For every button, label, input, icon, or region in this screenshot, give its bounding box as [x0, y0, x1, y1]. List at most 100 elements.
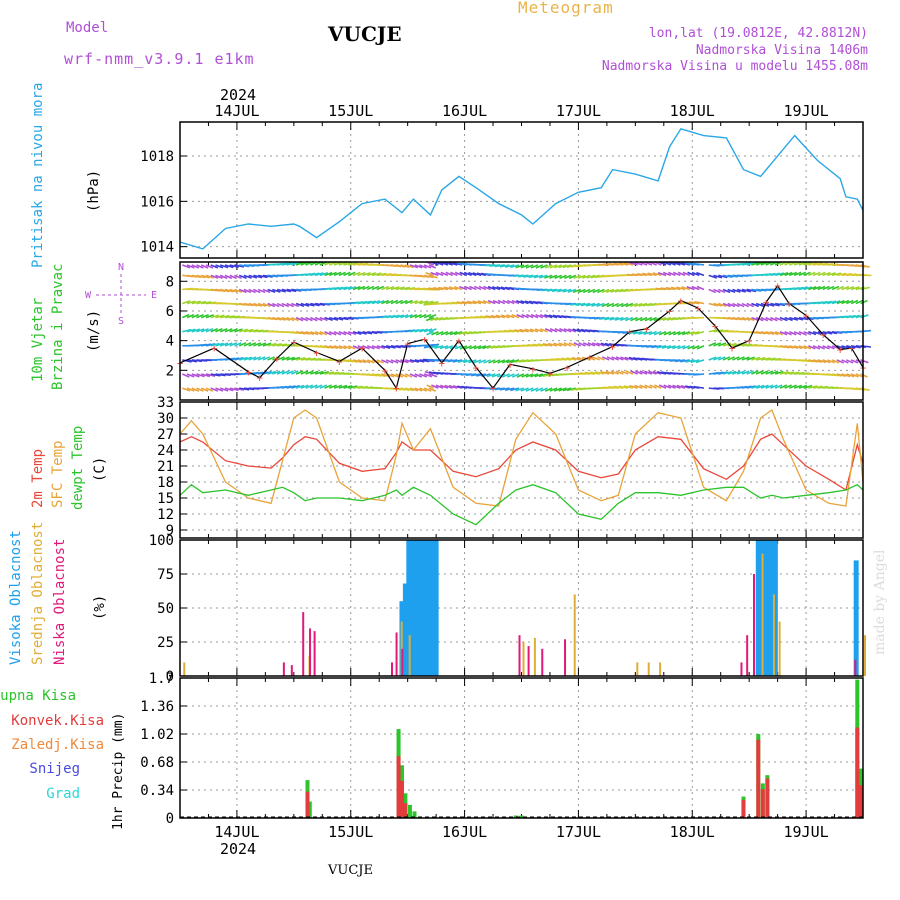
wind-arrow: [798, 271, 807, 277]
wind-arrow: [793, 331, 802, 336]
wind-arrow: [850, 359, 859, 364]
wind-arrow: [229, 288, 239, 293]
wind-arrow: [568, 342, 577, 347]
wind-arrow: [677, 345, 686, 350]
wind-arrow: [576, 328, 586, 333]
compass-s: S: [118, 316, 124, 327]
wind-arrow: [182, 359, 192, 363]
wind-arrow: [305, 316, 313, 322]
wind-arrow: [362, 345, 370, 350]
wind-arrow: [409, 328, 420, 333]
wind-arrow: [746, 356, 755, 361]
wind-arrow: [305, 370, 314, 375]
wind-arrow: [668, 271, 676, 277]
wind-arrow: [666, 345, 676, 350]
wind-arrow: [357, 330, 367, 335]
wind-arrow: [448, 261, 458, 266]
wind-arrow: [836, 272, 847, 277]
wind-arrow: [836, 300, 845, 305]
wind-arrow: [463, 359, 472, 364]
wind-arrow: [570, 302, 581, 306]
wind-arrow: [482, 300, 491, 305]
wind-arrow: [798, 261, 808, 266]
wind-arrow: [652, 370, 662, 375]
wind-arrow: [262, 274, 273, 278]
wind-arrow: [635, 316, 643, 322]
wind-arrow: [376, 272, 387, 277]
wind-arrow: [423, 387, 432, 392]
wind-arrow: [695, 359, 705, 364]
wind-arrow: [511, 314, 520, 319]
wind-arrow: [357, 345, 365, 350]
wind-arrow: [310, 384, 318, 389]
wind-arrow: [181, 313, 190, 319]
wind-arrow: [812, 385, 823, 389]
wind-arrow: [860, 299, 868, 305]
wind-arrow: [464, 285, 472, 291]
wind-arrow: [822, 285, 830, 291]
wind-arrow: [186, 387, 195, 392]
wind-arrow: [634, 384, 643, 389]
wind-arrow: [472, 272, 482, 277]
wind-arrow: [329, 271, 337, 277]
wind-arrow: [419, 264, 427, 269]
wind-arrow: [597, 288, 605, 294]
wind-arrow: [808, 262, 818, 266]
wind-arrow: [530, 264, 539, 269]
wind-arrow: [215, 327, 223, 333]
wind-arrow: [746, 261, 756, 266]
wind-arrow: [679, 359, 690, 363]
wind-arrow: [454, 271, 463, 277]
cloud-ytick-label: 50: [157, 601, 174, 617]
wind-arrow: [428, 313, 437, 319]
wind-arrow: [454, 345, 463, 350]
wind-arrow: [628, 356, 638, 361]
wind-arrow: [333, 316, 344, 321]
wind-arrow: [568, 328, 577, 333]
wind-arrow: [793, 345, 803, 350]
wind-arrow: [428, 343, 440, 347]
temp-border: [179, 401, 864, 539]
cloud-mid-bar: [761, 553, 764, 676]
wind-arrow: [746, 302, 755, 308]
temp-ytick-label: 12: [157, 507, 174, 523]
wind-arrow: [542, 342, 553, 347]
temp-unit: (C): [92, 457, 108, 482]
wind-arrow: [502, 299, 510, 305]
wind-arrow: [210, 264, 219, 269]
wind-arrow: [243, 356, 253, 361]
wind-gust-marker: +: [359, 342, 366, 355]
wind-arrow: [191, 373, 200, 378]
wind-arrow: [521, 313, 529, 319]
wind-arrow: [803, 286, 813, 291]
lonlat-label: lon,lat (19.0812E, 42.8812N): [648, 26, 868, 41]
wind-arrow: [182, 300, 191, 305]
cloud-high-bar: [772, 540, 778, 676]
wind-arrow: [741, 302, 750, 308]
wind-arrow: [751, 370, 759, 375]
wind-arrow: [220, 288, 230, 293]
wind-arrow: [827, 330, 838, 335]
wind-arrow: [452, 359, 463, 363]
wind-arrow: [348, 285, 357, 291]
wind-arrow: [459, 285, 468, 291]
wind-arrow: [549, 327, 558, 333]
wind-arrow: [732, 316, 742, 321]
wind-arrow: [665, 286, 676, 291]
wind-arrow: [376, 373, 386, 378]
wind-arrow: [616, 302, 624, 308]
wind-arrow: [300, 330, 310, 335]
wind-arrow: [760, 370, 769, 375]
wind-arrow: [803, 261, 813, 266]
precip-total-bar: [407, 804, 412, 818]
wind-arrow: [538, 373, 548, 378]
wind-arrow: [627, 330, 638, 335]
wind-arrow: [784, 271, 793, 277]
wind-arrow: [319, 271, 329, 277]
wind-arrow: [646, 345, 657, 348]
wind-arrow: [639, 316, 648, 322]
wind-arrow: [338, 286, 348, 291]
wind-arrow: [514, 359, 524, 364]
wind-arrow: [620, 356, 629, 361]
wind-arrow: [608, 386, 619, 389]
